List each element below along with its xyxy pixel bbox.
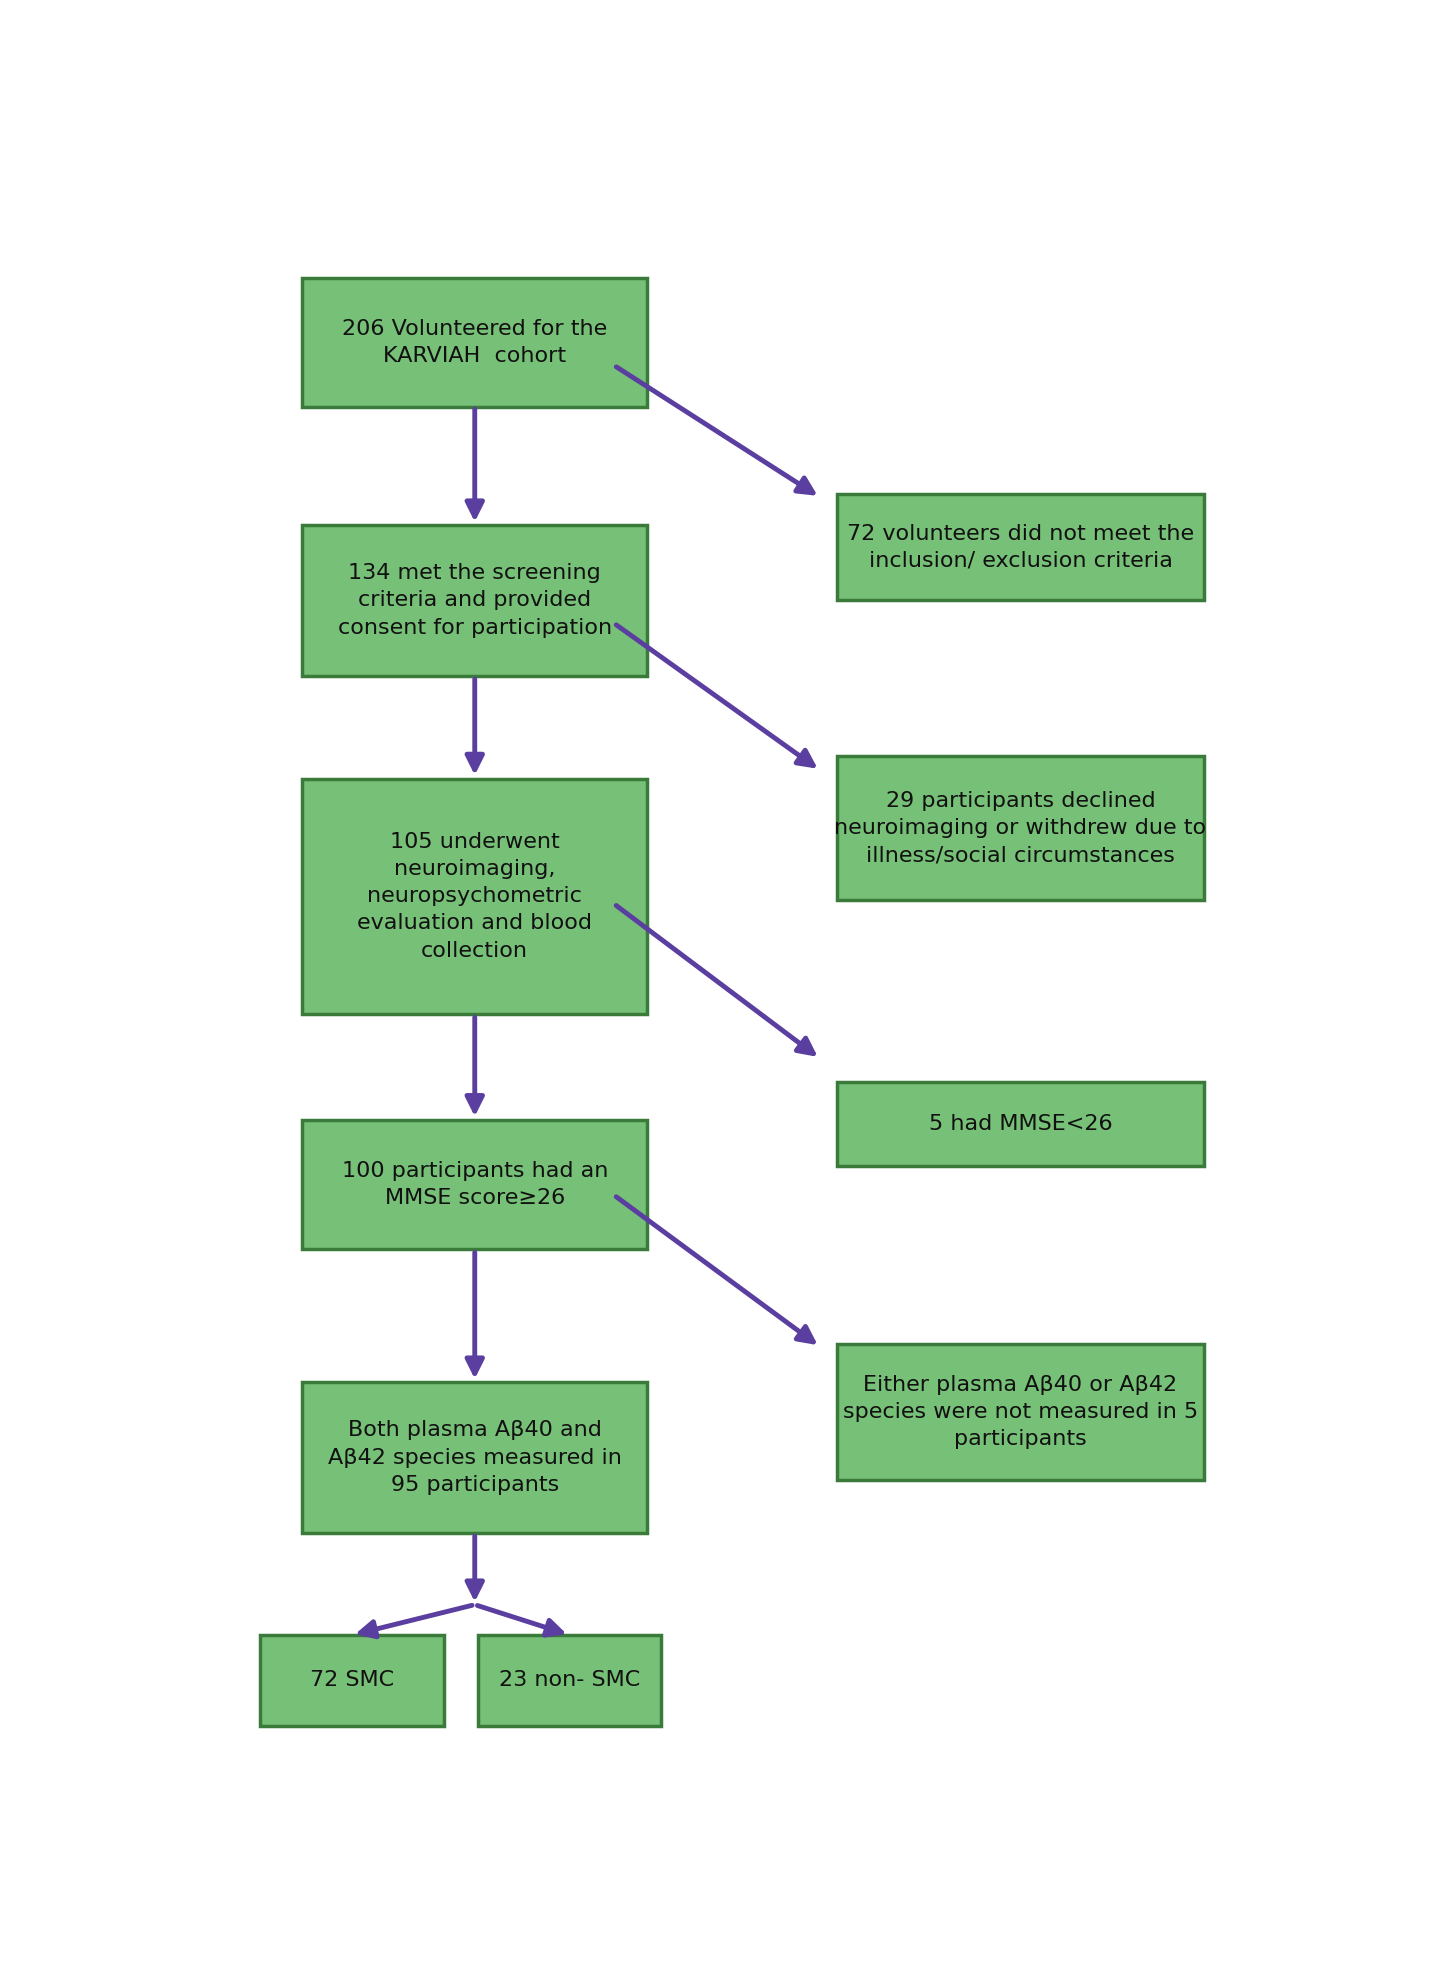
Text: Either plasma Aβ40 or Aβ42
species were not measured in 5
participants: Either plasma Aβ40 or Aβ42 species were … bbox=[844, 1375, 1198, 1450]
FancyBboxPatch shape bbox=[836, 756, 1204, 900]
Text: 206 Volunteered for the
KARVIAH  cohort: 206 Volunteered for the KARVIAH cohort bbox=[342, 319, 608, 366]
FancyBboxPatch shape bbox=[302, 778, 648, 1015]
Text: 5 had MMSE<26: 5 had MMSE<26 bbox=[928, 1113, 1112, 1135]
FancyBboxPatch shape bbox=[477, 1635, 661, 1726]
FancyBboxPatch shape bbox=[836, 1082, 1204, 1166]
Text: 105 underwent
neuroimaging,
neuropsychometric
evaluation and blood
collection: 105 underwent neuroimaging, neuropsychom… bbox=[358, 831, 592, 961]
Text: Both plasma Aβ40 and
Aβ42 species measured in
95 participants: Both plasma Aβ40 and Aβ42 species measur… bbox=[328, 1420, 622, 1495]
FancyBboxPatch shape bbox=[302, 278, 648, 408]
Text: 72 volunteers did not meet the
inclusion/ exclusion criteria: 72 volunteers did not meet the inclusion… bbox=[846, 524, 1194, 571]
Text: 134 met the screening
criteria and provided
consent for participation: 134 met the screening criteria and provi… bbox=[338, 563, 612, 638]
Text: 72 SMC: 72 SMC bbox=[310, 1671, 394, 1690]
FancyBboxPatch shape bbox=[836, 1344, 1204, 1479]
FancyBboxPatch shape bbox=[302, 1381, 648, 1533]
Text: 29 participants declined
neuroimaging or withdrew due to
illness/social circumst: 29 participants declined neuroimaging or… bbox=[835, 790, 1207, 865]
FancyBboxPatch shape bbox=[302, 524, 648, 676]
FancyBboxPatch shape bbox=[302, 1121, 648, 1249]
Text: 23 non- SMC: 23 non- SMC bbox=[499, 1671, 639, 1690]
FancyBboxPatch shape bbox=[260, 1635, 444, 1726]
FancyBboxPatch shape bbox=[836, 494, 1204, 601]
Text: 100 participants had an
MMSE score≥26: 100 participants had an MMSE score≥26 bbox=[342, 1160, 608, 1208]
